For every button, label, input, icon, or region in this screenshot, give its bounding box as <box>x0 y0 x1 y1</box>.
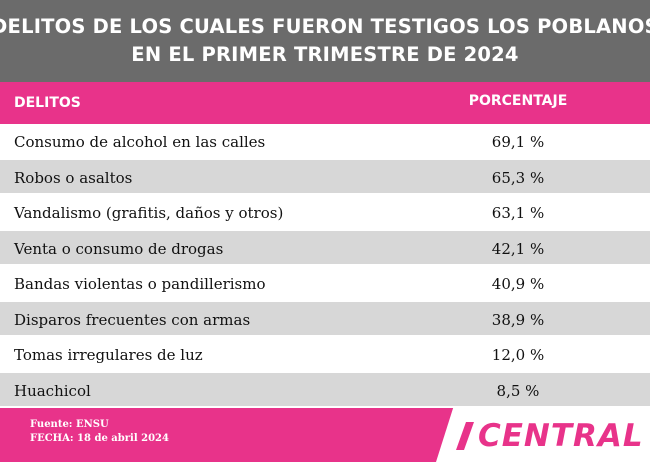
percent-value: 40,9 % <box>491 275 545 293</box>
table-row: Tomas irregulares de luz 12,0 % <box>0 337 650 373</box>
crime-label: Bandas violentas o pandillerismo <box>14 275 266 293</box>
percent-value: 12,0 % <box>491 346 545 364</box>
percent-value: 42,1 % <box>491 239 545 258</box>
crime-label: Huachicol <box>14 381 91 400</box>
crime-label: Tomas irregulares de luz <box>14 346 203 364</box>
brand-panel <box>436 408 650 462</box>
source-block: Fuente: ENSU FECHA: 18 de abril 2024 <box>30 418 169 446</box>
table-row: Huachicol 8,5 % <box>0 372 650 408</box>
table-header: DELITOS PORCENTAJE <box>0 82 650 124</box>
table-row: Consumo de alcohol en las calles 69,1 % <box>0 124 650 160</box>
table-row: Venta o consumo de drogas 42,1 % <box>0 230 650 266</box>
footer: Fuente: ENSU FECHA: 18 de abril 2024 CEN… <box>0 408 650 462</box>
brand-mark-icon <box>456 422 474 450</box>
header-crime: DELITOS <box>14 95 81 111</box>
percent-value: 8,5 % <box>496 381 540 400</box>
title-line-2: EN EL PRIMER TRIMESTRE DE 2024 <box>131 43 519 66</box>
crime-label: Disparos frecuentes con armas <box>14 310 251 329</box>
table-row: Vandalismo (grafitis, daños y otros) 63,1… <box>0 195 650 231</box>
source-text: Fuente: ENSU <box>30 419 109 430</box>
crime-label: Venta o consumo de drogas <box>14 239 224 258</box>
table-body: Consumo de alcohol en las calles 69,1 % Ro… <box>0 124 650 408</box>
percent-value: 38,9 % <box>491 310 545 329</box>
date-text: FECHA: 18 de abril 2024 <box>30 433 169 444</box>
crime-label: Vandalismo (grafitis, daños y otros) <box>14 204 284 222</box>
crime-label: Consumo de alcohol en las calles <box>14 133 266 151</box>
percent-value: 69,1 % <box>491 133 545 151</box>
title-bar: DELITOS DE LOS CUALES FUERON TESTIGOS LO… <box>0 0 650 82</box>
table-row: Disparos frecuentes con armas 38,9 % <box>0 301 650 337</box>
table-row: Robos o asaltos 65,3 % <box>0 159 650 195</box>
percent-value: 65,3 % <box>491 168 545 187</box>
table-row: Bandas violentas o pandillerismo 40,9 % <box>0 266 650 302</box>
crime-label: Robos o asaltos <box>14 168 133 187</box>
percent-value: 63,1 % <box>491 204 545 222</box>
title-line-1: DELITOS DE LOS CUALES FUERON TESTIGOS LO… <box>0 15 650 38</box>
brand-logo: CENTRAL <box>478 418 644 454</box>
header-percent: PORCENTAJE <box>468 93 568 109</box>
